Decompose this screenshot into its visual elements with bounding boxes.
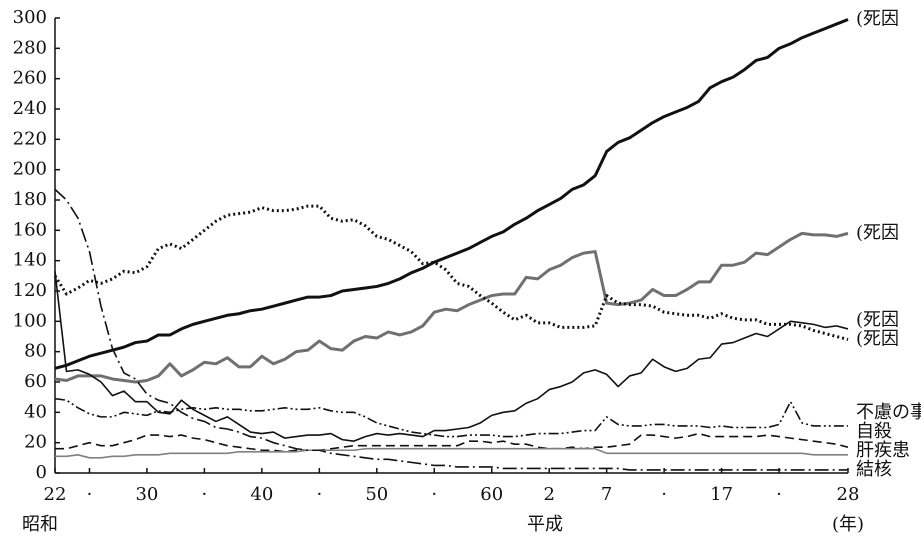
era-label: 平成 — [527, 514, 563, 535]
series-line — [54, 397, 848, 438]
series-line — [54, 188, 848, 471]
y-tick-label: 0 — [36, 462, 47, 483]
y-tick-label: 80 — [24, 341, 47, 362]
y-tick-label: 40 — [24, 401, 47, 422]
series-line — [54, 271, 849, 442]
series-line — [54, 18, 849, 370]
x-tick-label: 17 — [710, 484, 733, 505]
series-label: (死因 — [856, 310, 899, 331]
series-label: (死因 — [856, 9, 899, 30]
y-tick-label: 60 — [24, 371, 47, 392]
series-label: (死因 — [856, 222, 899, 243]
x-tick-label: · — [87, 484, 93, 505]
x-tick-label: 7 — [601, 484, 612, 505]
series-label: 肝疾患 — [856, 440, 910, 461]
x-axis-label: (年) — [832, 514, 864, 535]
series-line — [55, 447, 848, 459]
series-label: 自殺 — [856, 421, 892, 442]
x-tick-label: 22 — [44, 484, 67, 505]
x-tick-label: · — [202, 484, 208, 505]
y-tick-label: 280 — [13, 37, 47, 58]
y-tick-label: 120 — [13, 280, 47, 301]
series-line — [54, 231, 849, 384]
y-tick-label: 160 — [13, 219, 47, 240]
y-tick-label: 180 — [13, 189, 47, 210]
x-tick-label: · — [316, 484, 322, 505]
x-tick-label: · — [431, 484, 437, 505]
series-line — [53, 204, 849, 341]
y-tick-label: 300 — [13, 7, 47, 28]
x-tick-label: 60 — [480, 484, 503, 505]
series-label: 結核 — [856, 459, 892, 480]
series-label: (死因 — [856, 329, 899, 350]
era-label: 昭和 — [22, 514, 58, 535]
x-tick-label: · — [661, 484, 667, 505]
y-tick-label: 140 — [13, 250, 47, 271]
series-label: 不慮の事 — [856, 402, 921, 423]
x-tick-label: 40 — [250, 484, 273, 505]
y-tick-label: 100 — [13, 310, 47, 331]
x-tick-label: 30 — [135, 484, 158, 505]
y-tick-label: 200 — [13, 159, 47, 180]
y-tick-label: 20 — [24, 432, 47, 453]
x-tick-label: · — [776, 484, 782, 505]
x-tick-label: 28 — [837, 484, 860, 505]
y-tick-label: 260 — [13, 68, 47, 89]
y-tick-label: 240 — [13, 98, 47, 119]
series-line — [55, 432, 849, 453]
x-tick-label: 50 — [365, 484, 388, 505]
y-tick-label: 220 — [13, 128, 47, 149]
x-tick-label: 2 — [543, 484, 554, 505]
